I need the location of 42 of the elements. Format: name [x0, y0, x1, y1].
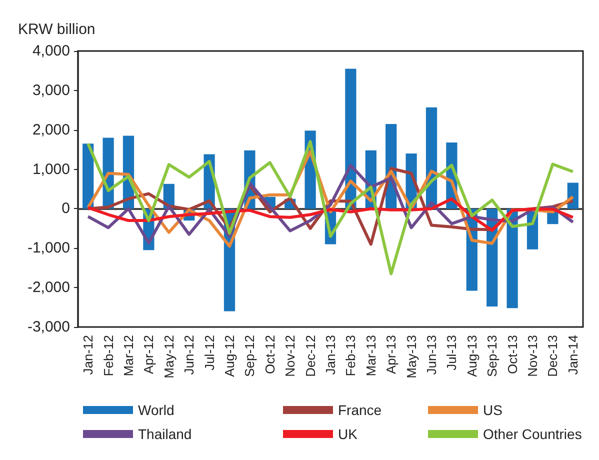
x-tick-label: Oct-13 [504, 335, 520, 374]
x-tick-label: Jan-12 [80, 335, 96, 375]
x-tick-label: Mar-13 [363, 335, 378, 376]
legend-label: UK [338, 426, 358, 442]
x-tick-label: Jun-12 [182, 335, 197, 375]
x-tick-label: Dec-13 [545, 335, 560, 377]
x-tick-label: Apr-12 [141, 335, 156, 374]
legend-label: Thailand [138, 426, 192, 442]
x-tick-label: Jan-13 [323, 335, 338, 375]
line-series [86, 197, 574, 232]
x-tick-label: Feb-13 [343, 335, 358, 376]
x-tick-label: Nov-13 [525, 335, 540, 377]
y-tick-label: -3,000 [27, 318, 70, 336]
x-tick-label: Jul-13 [444, 335, 460, 370]
y-tick-label: 2,000 [32, 121, 70, 138]
y-axis-title: KRW billion [18, 21, 96, 38]
legend-label: US [483, 402, 502, 418]
y-tick-label: -2,000 [27, 279, 70, 296]
legend-label: Other Countries [483, 426, 582, 442]
x-tick-label: Jul-12 [202, 335, 217, 370]
line-series [86, 140, 574, 276]
x-tick-label: Jun-13 [424, 335, 439, 375]
x-tick-label: Aug-12 [222, 335, 237, 377]
y-tick-label: 4,000 [32, 42, 70, 60]
x-tick-label: Oct-12 [262, 335, 278, 374]
x-tick-label: Feb-12 [100, 335, 116, 376]
y-tick-label: 1,000 [32, 160, 70, 178]
x-tick-label: Nov-12 [282, 335, 298, 377]
x-tick-label: Apr-13 [384, 335, 399, 374]
x-tick-label: Sep-13 [484, 335, 500, 377]
x-tick-label: Jan-14 [565, 335, 580, 375]
legend-label: World [138, 402, 174, 418]
x-tick-label: Sep-12 [242, 335, 258, 377]
x-tick-label: May-13 [404, 335, 419, 378]
y-tick-label: 3,000 [32, 82, 70, 99]
x-tick-label: Aug-13 [464, 335, 480, 377]
legend-label: France [338, 402, 382, 418]
x-tick-label: May-12 [161, 335, 176, 378]
y-tick-label: 0 [62, 200, 70, 218]
y-tick-label: -1,000 [27, 240, 70, 257]
x-tick-label: Mar-12 [121, 335, 136, 376]
x-tick-label: Dec-12 [302, 335, 318, 377]
